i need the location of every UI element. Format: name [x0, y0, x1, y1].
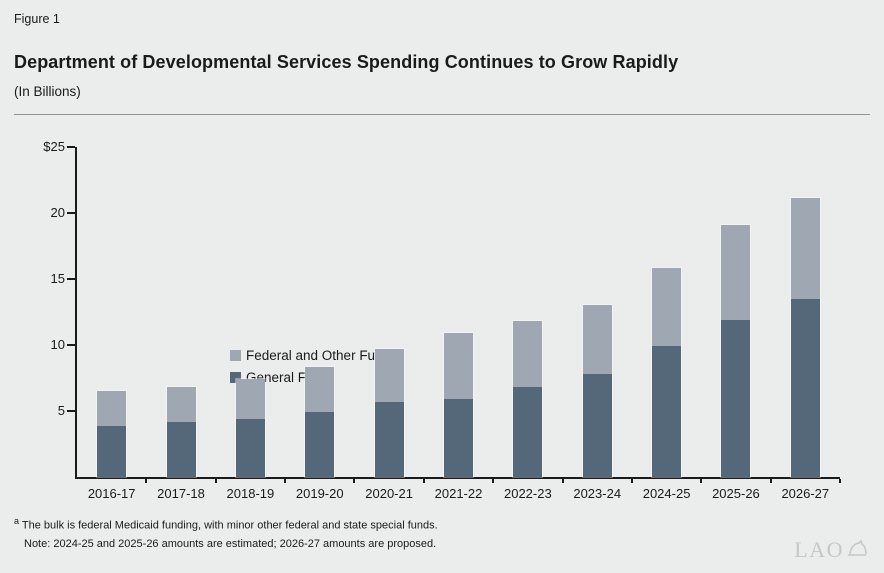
x-axis-label-2025-26: 2025-26 — [712, 486, 760, 501]
bar-stack-2026-27 — [790, 198, 820, 477]
bar-segment-federal-2019-20 — [305, 367, 335, 413]
bar-segment-federal-2022-23 — [513, 321, 543, 388]
bar-stack-2024-25 — [652, 268, 682, 477]
x-axis-label-2024-25: 2024-25 — [642, 486, 691, 501]
chart-title: Department of Developmental Services Spe… — [14, 52, 679, 72]
bar-segment-general-fund-2018-19 — [235, 418, 265, 477]
bar-segment-federal-2016-17 — [97, 391, 127, 426]
x-axis-tick-1 — [145, 479, 148, 483]
y-axis-label-25: $25 — [43, 139, 65, 154]
x-axis-label-2021-22: 2021-22 — [434, 486, 483, 501]
x-axis-label-2019-20: 2019-20 — [295, 486, 344, 501]
bar-segment-federal-2025-26 — [721, 224, 751, 320]
x-axis-tick-9 — [700, 479, 703, 483]
x-axis-label-2020-21: 2020-21 — [365, 486, 413, 501]
bar-segment-federal-2020-21 — [374, 348, 404, 402]
bar-stack-2025-26 — [721, 224, 751, 477]
bar-stack-2016-17 — [97, 391, 127, 477]
legend-swatch-general — [230, 372, 241, 383]
bar-segment-general-fund-2025-26 — [721, 319, 751, 477]
bar-segment-general-fund-2022-23 — [513, 387, 543, 477]
x-axis-tick-11 — [839, 479, 841, 483]
bar-segment-general-fund-2016-17 — [97, 425, 127, 477]
lao-logo: LAO — [794, 537, 869, 563]
bar-segment-federal-2026-27 — [790, 198, 820, 299]
y-axis-label-15: 15 — [50, 271, 65, 286]
x-axis-label-2023-24: 2023-24 — [573, 486, 622, 501]
plot-area: Federal and Other Fundsa General Fund 51… — [43, 140, 841, 501]
y-axis-label-20: 20 — [50, 205, 65, 220]
bar-segment-general-fund-2019-20 — [305, 412, 335, 477]
bar-stack-2019-20 — [305, 367, 335, 477]
x-axis-label-2026-27: 2026-27 — [781, 486, 830, 501]
x-axis-label-2017-18: 2017-18 — [157, 486, 205, 501]
y-axis-tick-5 — [67, 410, 75, 412]
lao-emblem-icon — [845, 538, 869, 563]
y-axis-tick-10 — [67, 344, 75, 346]
figure-label: Figure 1 — [14, 12, 60, 26]
bar-stack-2017-18 — [166, 387, 196, 477]
bar-segment-general-fund-2026-27 — [790, 298, 820, 477]
x-axis-tick-5 — [422, 479, 425, 483]
y-axis-label-10: 10 — [50, 337, 65, 352]
bar-segment-general-fund-2020-21 — [374, 401, 404, 477]
bar-segment-federal-2024-25 — [652, 268, 682, 347]
x-axis-label-2016-17: 2016-17 — [87, 486, 136, 501]
y-axis-tick-15 — [67, 278, 75, 280]
bar-segment-general-fund-2023-24 — [582, 374, 612, 477]
bar-segment-federal-2023-24 — [582, 305, 612, 375]
x-axis-tick-8 — [630, 479, 633, 483]
x-axis-tick-7 — [561, 479, 564, 483]
chart-subtitle: (In Billions) — [14, 84, 81, 99]
x-axis-tick-3 — [284, 479, 287, 483]
y-axis-label-5: 5 — [57, 403, 65, 418]
x-axis-label-2018-19: 2018-19 — [226, 486, 275, 501]
bar-segment-federal-2017-18 — [166, 387, 196, 422]
footnote: a The bulk is federal Medicaid funding, … — [14, 516, 438, 532]
bar-segment-federal-2018-19 — [235, 379, 265, 419]
bar-stack-2022-23 — [513, 321, 543, 477]
bar-segment-general-fund-2024-25 — [652, 346, 682, 477]
lao-logo-text: LAO — [794, 537, 844, 562]
bar-stack-2021-22 — [444, 333, 473, 477]
x-axis-tick-2 — [214, 479, 217, 483]
bar-segment-general-fund-2021-22 — [444, 399, 473, 477]
bar-stack-2018-19 — [235, 379, 265, 477]
legend-swatch-federal — [230, 350, 241, 361]
x-axis-tick-6 — [492, 479, 495, 483]
y-axis-tick-20 — [67, 212, 75, 214]
bar-stack-2023-24 — [582, 305, 612, 477]
x-axis-tick-4 — [353, 479, 356, 483]
bar-stack-2020-21 — [374, 348, 404, 477]
source-note: Note: 2024-25 and 2025-26 amounts are es… — [24, 538, 437, 550]
x-axis-label-2022-23: 2022-23 — [503, 486, 552, 501]
bar-segment-general-fund-2017-18 — [166, 421, 196, 477]
footnote-text: The bulk is federal Medicaid funding, wi… — [21, 519, 438, 532]
header-divider — [14, 114, 870, 115]
y-axis-tick-25 — [67, 146, 75, 148]
x-axis-tick-10 — [769, 479, 772, 483]
bar-segment-federal-2021-22 — [444, 333, 473, 400]
